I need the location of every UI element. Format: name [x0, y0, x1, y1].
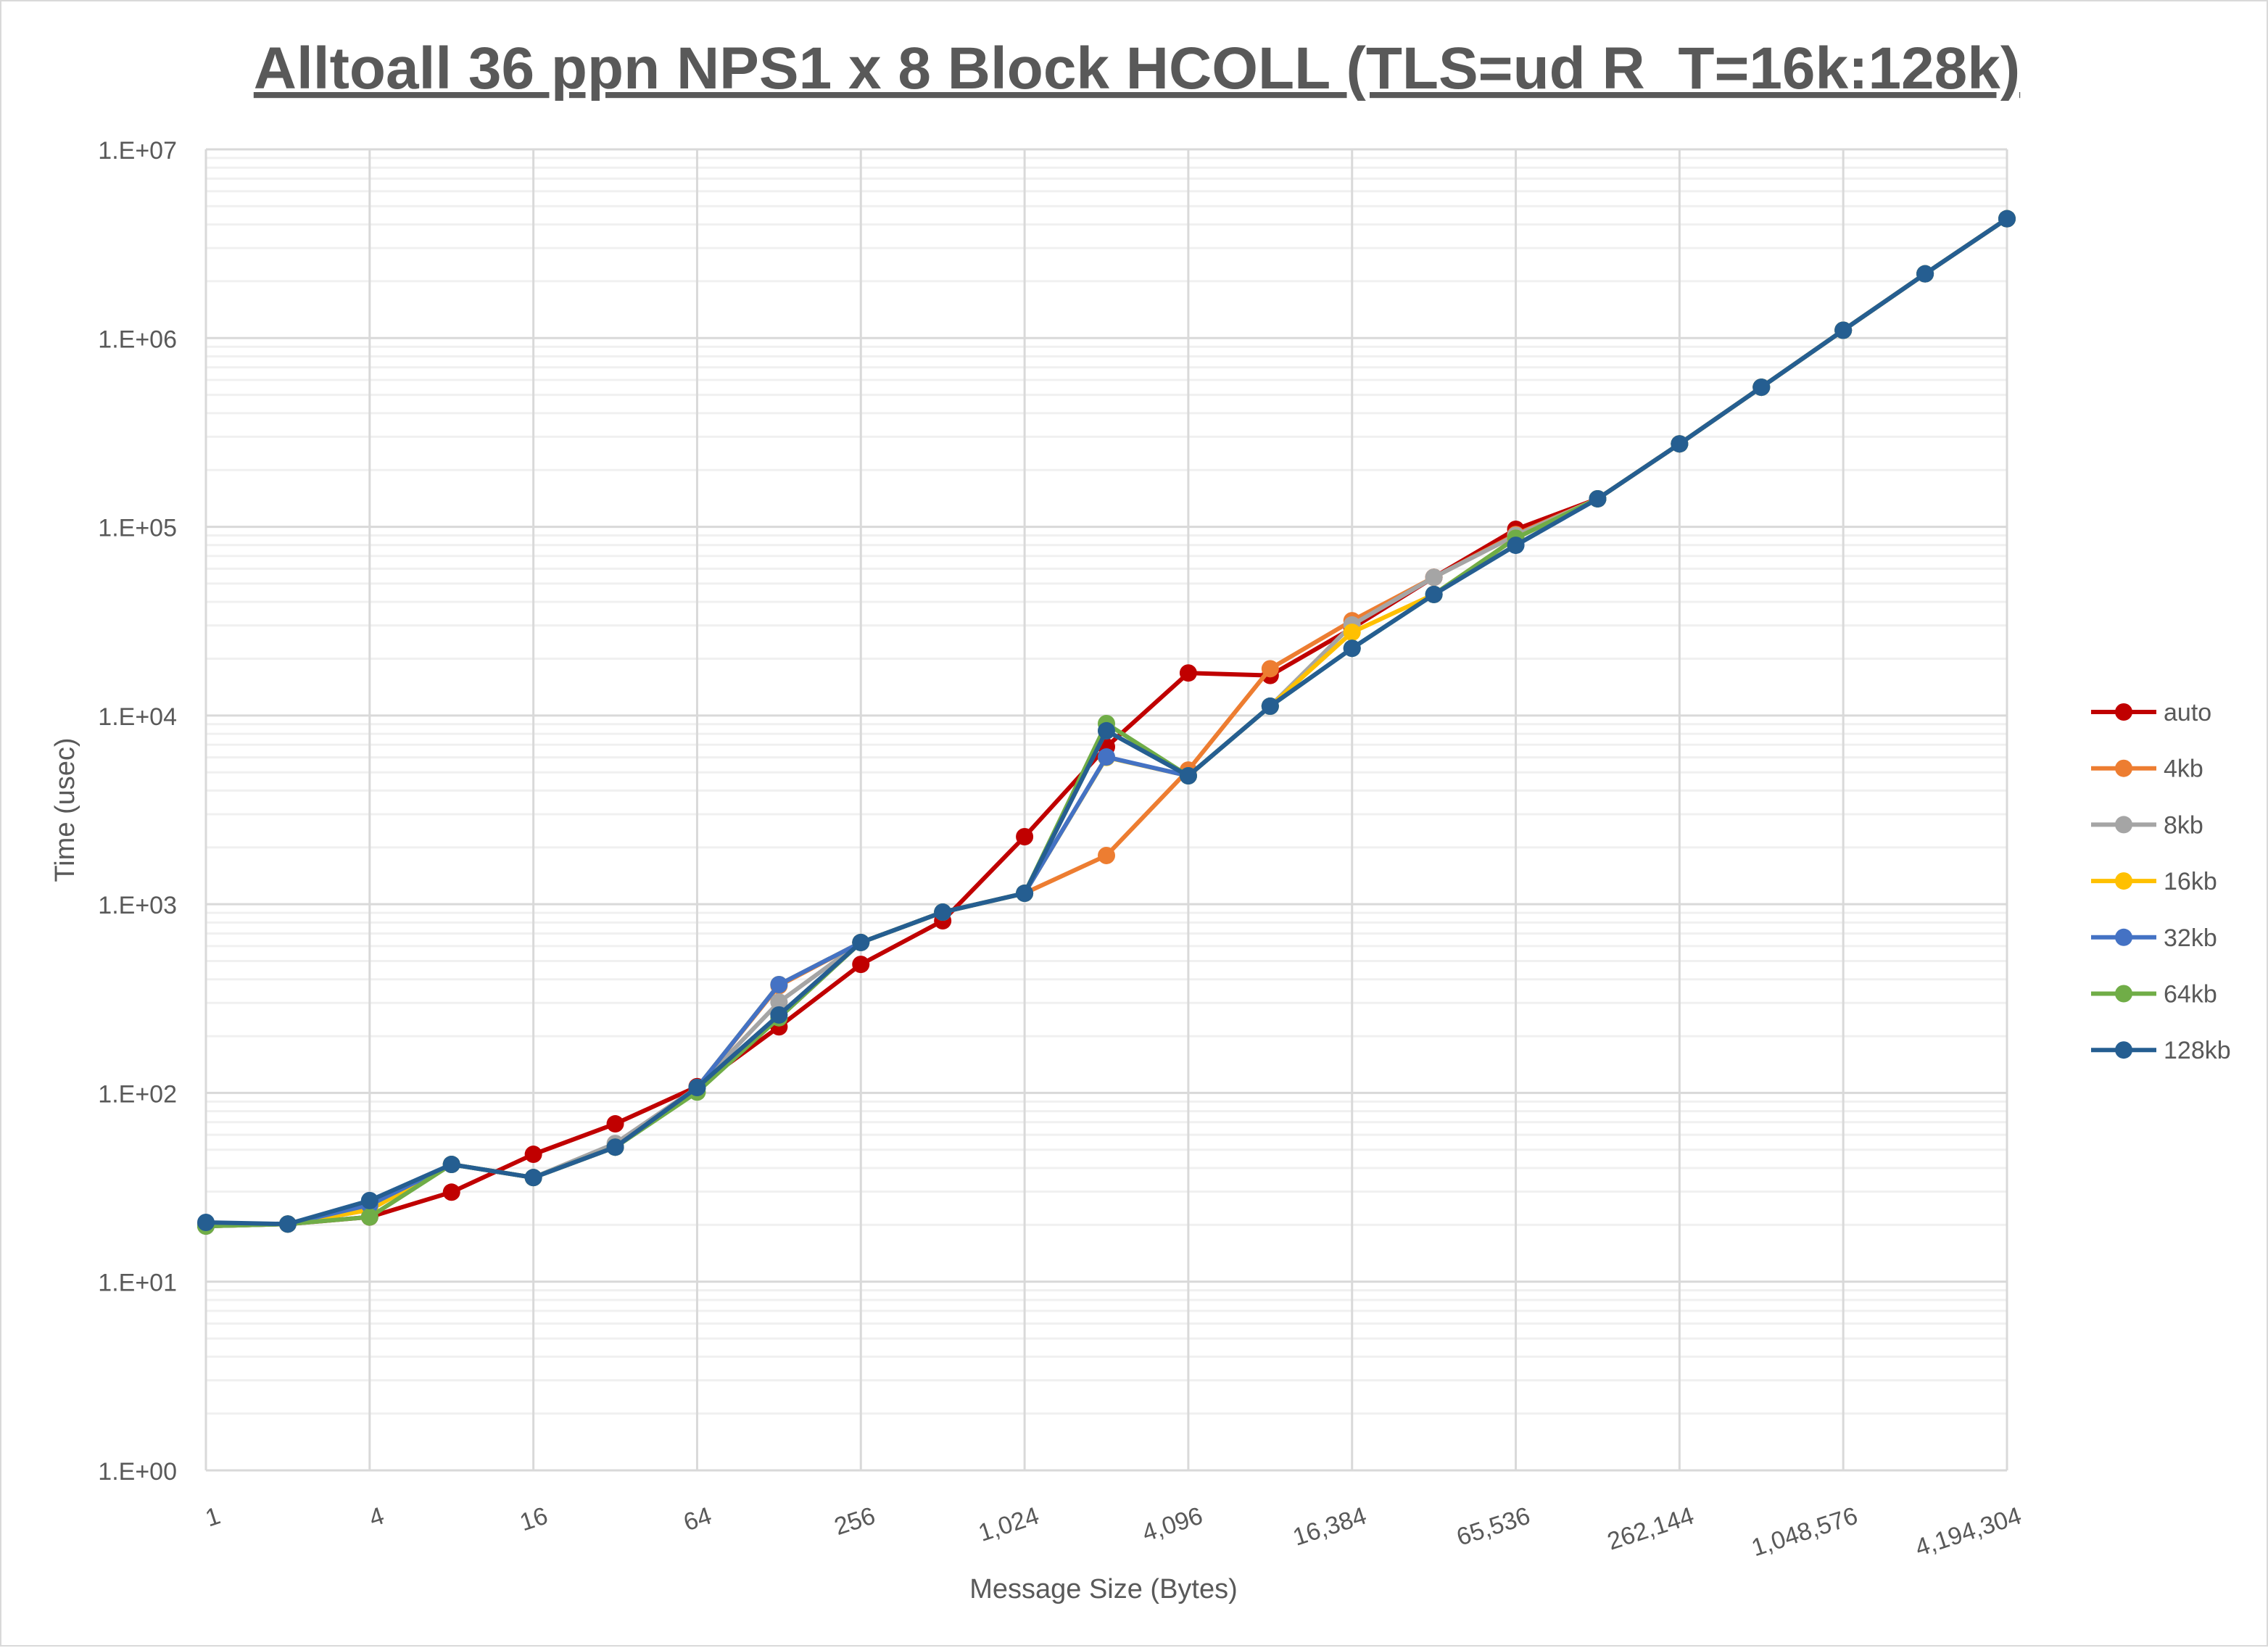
chart-title: Alltoall 36 ppn NPS1 x 8 Block HCOLL (TL… [254, 36, 2020, 102]
data-point-auto [606, 1115, 624, 1133]
data-point-auto [442, 1183, 460, 1201]
legend-item-128kb: 128kb [2091, 1037, 2231, 1064]
data-point-128kb [197, 1214, 215, 1232]
data-point-128kb [852, 933, 870, 951]
data-point-128kb [1179, 767, 1197, 785]
x-axis-title: Message Size (Bytes) [969, 1574, 1238, 1604]
data-point-auto [1179, 664, 1197, 682]
data-point-128kb [1998, 210, 2016, 228]
data-point-64kb [360, 1208, 378, 1226]
x-tick-label: 16 [516, 1502, 551, 1536]
legend-label: auto [2164, 699, 2211, 726]
y-tick-label: 1.E+04 [98, 703, 177, 731]
data-point-auto [1016, 827, 1034, 845]
series-lines [197, 210, 2016, 1235]
data-point-16kb [1343, 624, 1361, 642]
data-point-128kb [934, 903, 952, 922]
x-tick-label: 256 [831, 1502, 879, 1541]
data-point-auto [852, 956, 870, 974]
data-point-4kb [1261, 660, 1279, 678]
legend-label: 128kb [2164, 1037, 2231, 1064]
y-tick-label: 1.E+00 [98, 1458, 177, 1486]
x-axis-ticks: 1 4 16 64 256 1,024 4,096 16,384 65,536 262,144 1,… [202, 1502, 2025, 1562]
legend-item-32kb: 32kb [2091, 924, 2217, 952]
legend-label: 8kb [2164, 811, 2203, 839]
x-tick-label: 65,536 [1453, 1502, 1534, 1551]
legend-swatch-marker [2115, 872, 2132, 890]
legend: auto 4kb 8kb 16kb 32kb 64kb 128kb [2091, 699, 2231, 1064]
data-point-128kb [278, 1215, 297, 1233]
data-point-128kb [442, 1156, 460, 1174]
data-point-128kb [1098, 721, 1115, 740]
data-point-128kb [1425, 585, 1443, 603]
legend-label: 64kb [2164, 981, 2217, 1009]
data-point-128kb [1671, 435, 1689, 453]
y-axis-ticks: 1.E+00 1.E+01 1.E+02 1.E+03 1.E+04 1.E+05 1.E+… [98, 137, 177, 1486]
gridlines [204, 148, 2008, 1472]
legend-item-4kb: 4kb [2091, 755, 2203, 783]
y-tick-label: 1.E+01 [98, 1270, 177, 1297]
legend-swatch-marker [2115, 985, 2132, 1003]
data-point-8kb [770, 993, 788, 1011]
data-point-128kb [688, 1078, 706, 1096]
legend-label: 4kb [2164, 755, 2203, 783]
legend-label: 32kb [2164, 924, 2217, 952]
data-point-128kb [1589, 489, 1607, 508]
data-point-4kb [1098, 846, 1115, 864]
y-tick-label: 1.E+06 [98, 326, 177, 353]
y-tick-label: 1.E+05 [98, 515, 177, 542]
x-tick-label: 64 [680, 1502, 715, 1536]
data-point-128kb [1016, 885, 1034, 903]
data-point-128kb [1834, 321, 1853, 339]
data-point-32kb [770, 976, 788, 994]
series-128kb [197, 210, 2016, 1233]
legend-label: 16kb [2164, 868, 2217, 895]
x-tick-label: 1,024 [975, 1502, 1043, 1546]
legend-item-8kb: 8kb [2091, 811, 2203, 839]
data-point-128kb [770, 1006, 788, 1024]
x-tick-label: 1 [202, 1502, 224, 1532]
data-point-128kb [1507, 537, 1525, 555]
x-tick-label: 262,144 [1604, 1502, 1697, 1555]
data-point-128kb [1261, 697, 1279, 716]
legend-swatch-marker [2115, 816, 2132, 834]
data-point-128kb [606, 1138, 624, 1156]
x-tick-label: 16,384 [1290, 1502, 1370, 1551]
data-point-128kb [524, 1169, 542, 1187]
data-point-128kb [360, 1191, 378, 1209]
legend-swatch-marker [2115, 928, 2132, 946]
data-point-auto [524, 1146, 542, 1164]
x-tick-label: 4,194,304 [1912, 1502, 2025, 1562]
data-point-128kb [1752, 378, 1771, 397]
y-tick-label: 1.E+07 [98, 137, 177, 165]
legend-item-16kb: 16kb [2091, 868, 2217, 895]
data-point-32kb [1098, 748, 1115, 766]
legend-swatch-marker [2115, 759, 2132, 777]
legend-swatch-marker [2115, 703, 2132, 721]
x-tick-label: 4,096 [1139, 1502, 1207, 1546]
x-tick-label: 4 [366, 1502, 388, 1532]
data-point-128kb [1916, 265, 1934, 283]
legend-item-auto: auto [2091, 699, 2211, 726]
legend-item-64kb: 64kb [2091, 981, 2217, 1009]
y-tick-label: 1.E+03 [98, 892, 177, 919]
y-tick-label: 1.E+02 [98, 1080, 177, 1108]
data-point-128kb [1343, 639, 1361, 658]
y-axis-title: Time (usec) [50, 737, 80, 882]
data-point-8kb [1425, 568, 1443, 587]
legend-swatch-marker [2115, 1041, 2132, 1059]
x-tick-label: 1,048,576 [1748, 1502, 1861, 1562]
